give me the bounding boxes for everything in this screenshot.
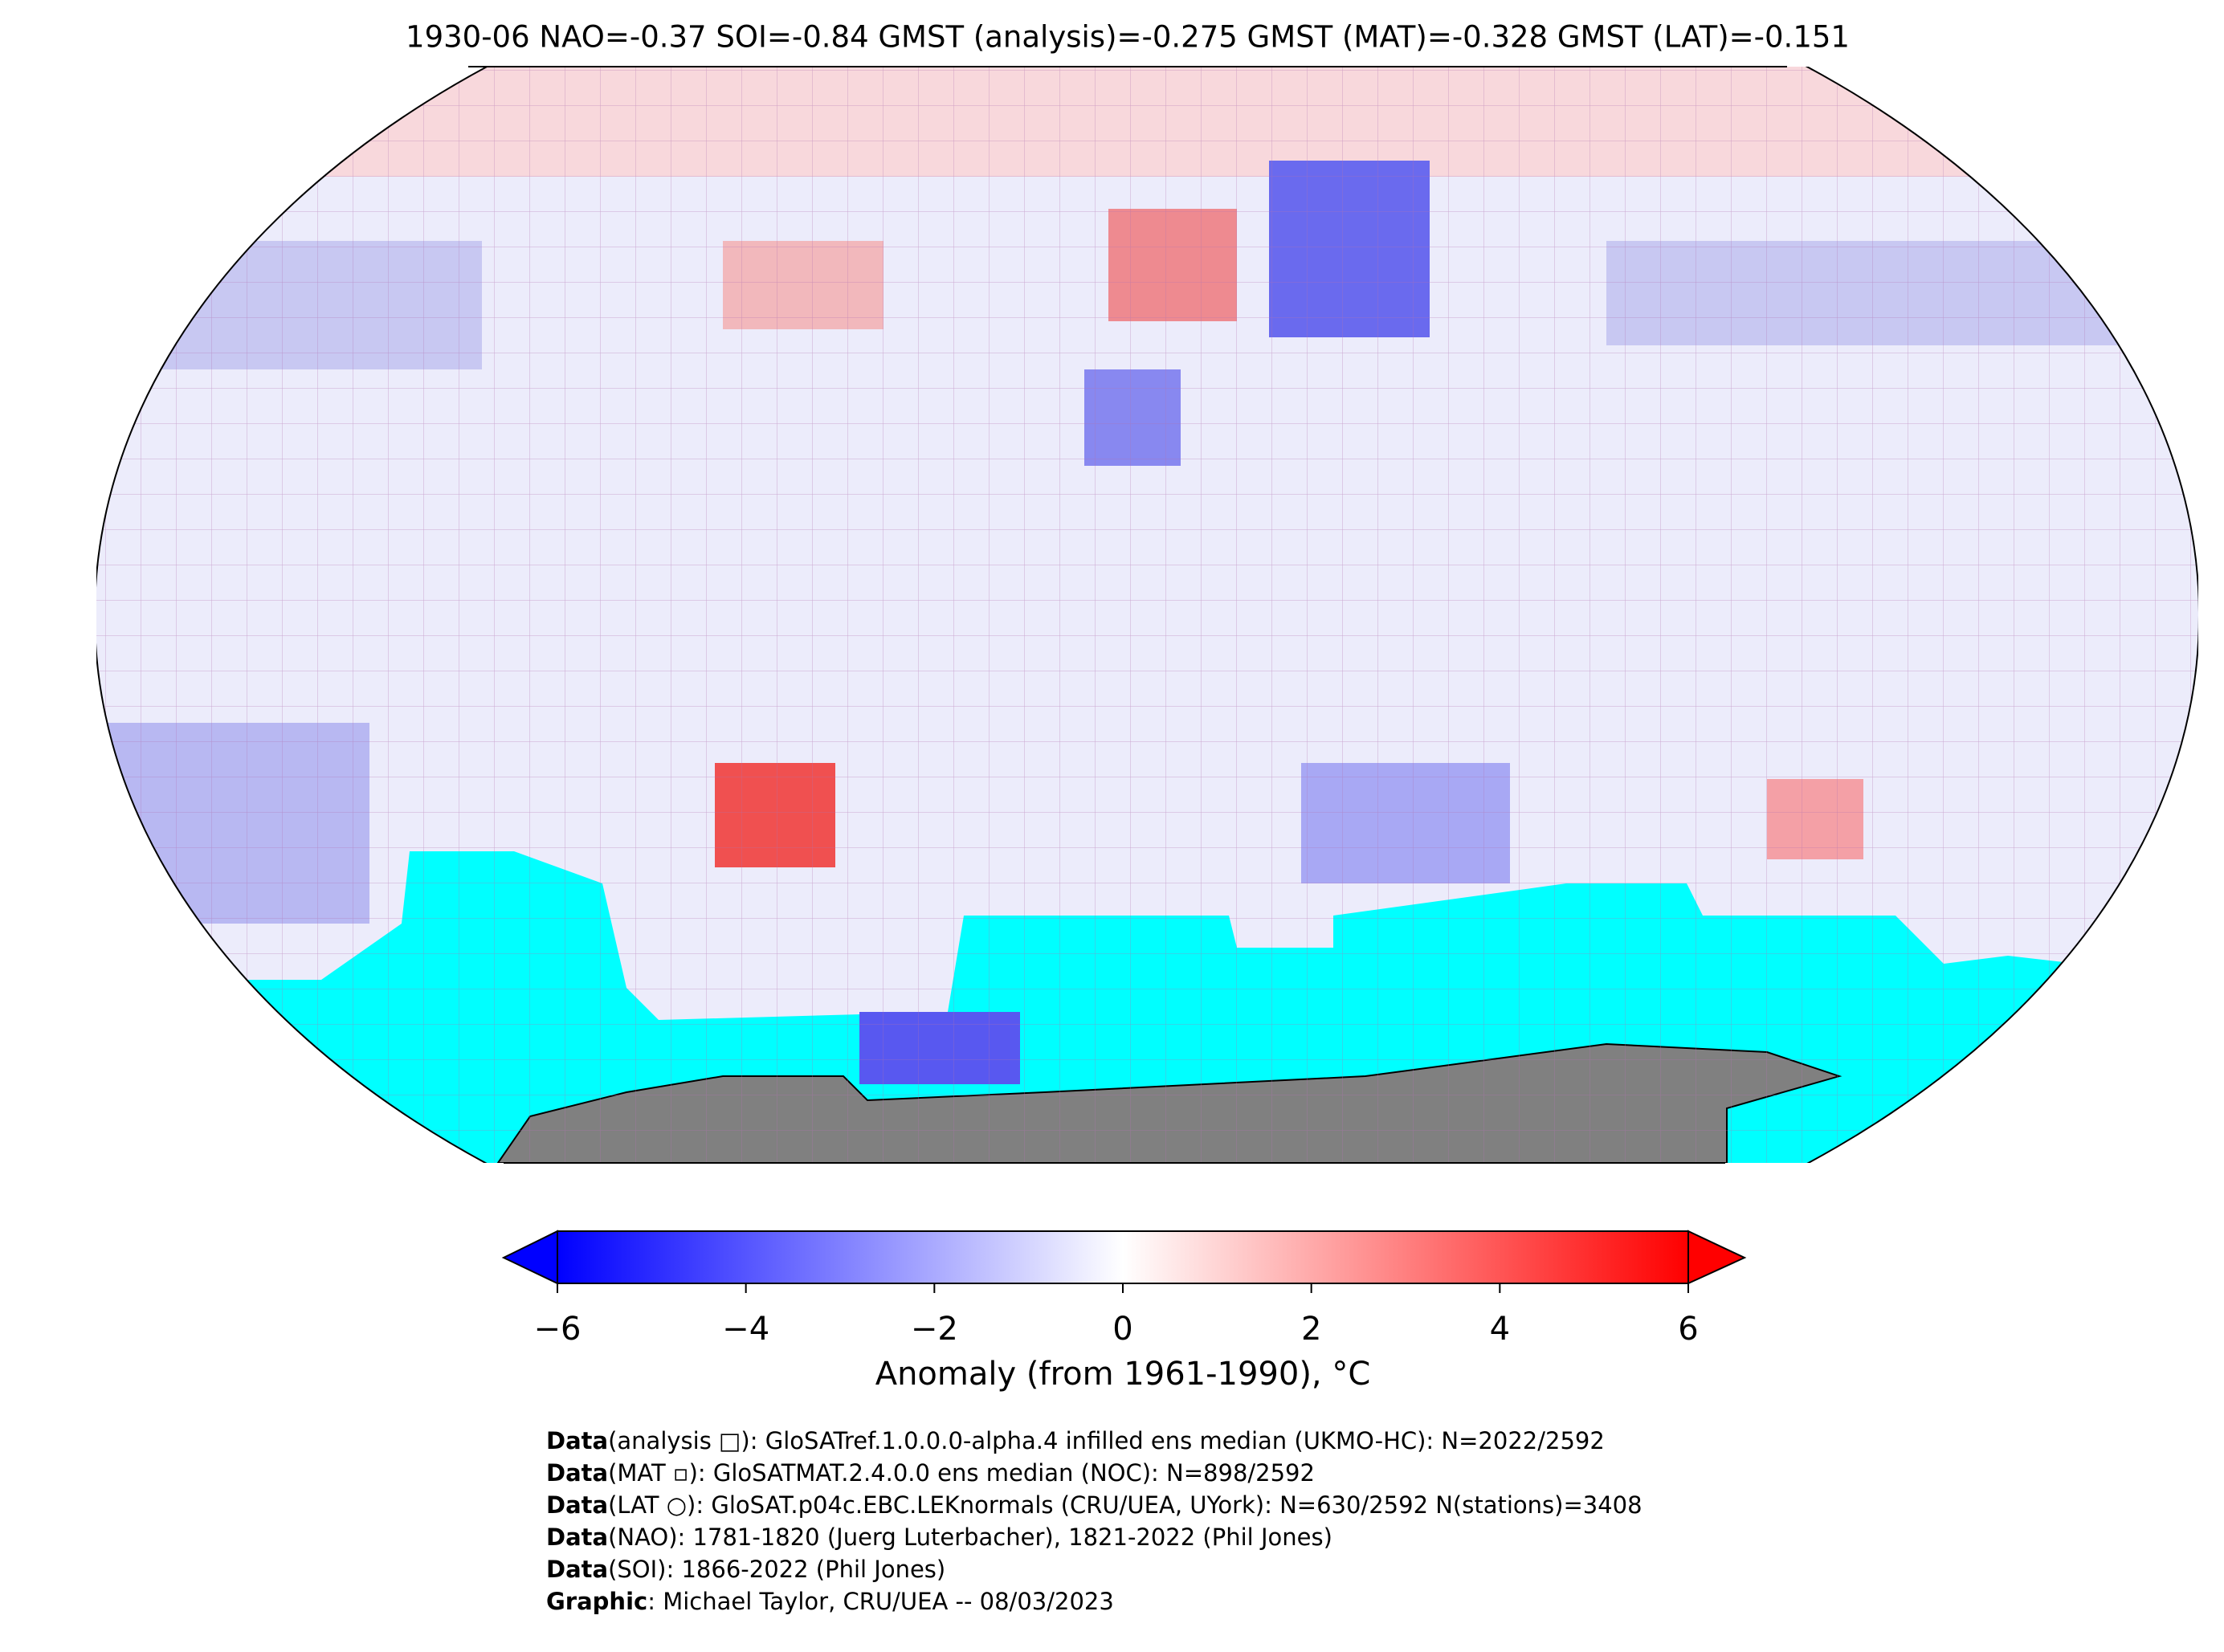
colorbar-scale <box>557 1230 1689 1284</box>
footer-text: (MAT ▫): GloSATMAT.2.4.0.0 ens median (N… <box>608 1459 1315 1487</box>
footer-text: (LAT ○): GloSAT.p04c.EBC.LEKnormals (CRU… <box>608 1491 1642 1519</box>
footer: Data(analysis □): GloSATref.1.0.0.0-alph… <box>546 1427 1642 1615</box>
map <box>96 67 2198 1163</box>
footer-label: Data <box>546 1427 608 1454</box>
footer-label: Graphic <box>546 1588 647 1615</box>
colorbar-extend-low <box>501 1230 558 1285</box>
map-title: 1930-06 NAO=-0.37 SOI=-0.84 GMST (analys… <box>406 20 1850 55</box>
footer-line: Graphic: Michael Taylor, CRU/UEA -- 08/0… <box>546 1588 1114 1615</box>
colorbar-tick-label: 4 <box>1490 1311 1510 1348</box>
footer-text: (NAO): 1781-1820 (Juerg Luterbacher), 18… <box>608 1524 1332 1551</box>
footer-label: Data <box>546 1491 608 1519</box>
footer-label: Data <box>546 1556 608 1583</box>
colorbar-tick-label: −2 <box>911 1311 958 1348</box>
footer-line: Data(NAO): 1781-1820 (Juerg Luterbacher)… <box>546 1524 1332 1551</box>
colorbar-tick-label: 6 <box>1678 1311 1698 1348</box>
footer-label: Data <box>546 1524 608 1551</box>
colorbar-extend-high <box>1687 1230 1747 1285</box>
footer-text: (SOI): 1866-2022 (Phil Jones) <box>608 1556 945 1583</box>
colorbar-label: Anomaly (from 1961-1990), °C <box>875 1356 1371 1393</box>
colorbar-tick-label: 2 <box>1301 1311 1321 1348</box>
footer-label: Data <box>546 1459 608 1487</box>
colorbar <box>501 1230 1747 1293</box>
colorbar-tick-label: −4 <box>722 1311 769 1348</box>
footer-line: Data(MAT ▫): GloSATMAT.2.4.0.0 ens media… <box>546 1459 1315 1487</box>
footer-line: Data(LAT ○): GloSAT.p04c.EBC.LEKnormals … <box>546 1491 1642 1519</box>
colorbar-tick-label: 0 <box>1112 1311 1132 1348</box>
footer-text: : Michael Taylor, CRU/UEA -- 08/03/2023 <box>647 1588 1114 1615</box>
footer-text: (analysis □): GloSATref.1.0.0.0-alpha.4 … <box>608 1427 1605 1454</box>
footer-line: Data(SOI): 1866-2022 (Phil Jones) <box>546 1556 945 1583</box>
footer-line: Data(analysis □): GloSATref.1.0.0.0-alph… <box>546 1427 1605 1454</box>
colorbar-tick-label: −6 <box>534 1311 582 1348</box>
